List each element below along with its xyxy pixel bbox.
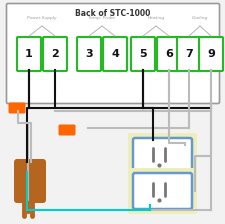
FancyBboxPatch shape — [103, 37, 127, 71]
FancyBboxPatch shape — [14, 159, 46, 203]
FancyBboxPatch shape — [77, 37, 101, 71]
Text: Power Supply: Power Supply — [27, 16, 57, 20]
Text: 7: 7 — [185, 49, 193, 59]
Text: Back of STC-1000: Back of STC-1000 — [75, 9, 151, 17]
FancyBboxPatch shape — [133, 173, 192, 209]
Text: 1: 1 — [25, 49, 33, 59]
Text: 5: 5 — [139, 49, 147, 59]
Text: 2: 2 — [51, 49, 59, 59]
FancyBboxPatch shape — [177, 37, 201, 71]
Text: Cooling: Cooling — [192, 16, 208, 20]
Text: Heating: Heating — [147, 16, 164, 20]
FancyBboxPatch shape — [7, 4, 220, 103]
Text: 9: 9 — [207, 49, 215, 59]
Text: Temp. Probe: Temp. Probe — [88, 16, 116, 20]
FancyBboxPatch shape — [17, 37, 41, 71]
Text: 4: 4 — [111, 49, 119, 59]
FancyBboxPatch shape — [128, 168, 197, 214]
FancyBboxPatch shape — [199, 37, 223, 71]
FancyBboxPatch shape — [128, 133, 197, 179]
Text: 3: 3 — [85, 49, 93, 59]
FancyBboxPatch shape — [58, 125, 76, 136]
FancyBboxPatch shape — [133, 138, 192, 174]
FancyBboxPatch shape — [9, 103, 25, 114]
FancyBboxPatch shape — [43, 37, 67, 71]
Text: 6: 6 — [165, 49, 173, 59]
FancyBboxPatch shape — [157, 37, 181, 71]
FancyBboxPatch shape — [131, 37, 155, 71]
